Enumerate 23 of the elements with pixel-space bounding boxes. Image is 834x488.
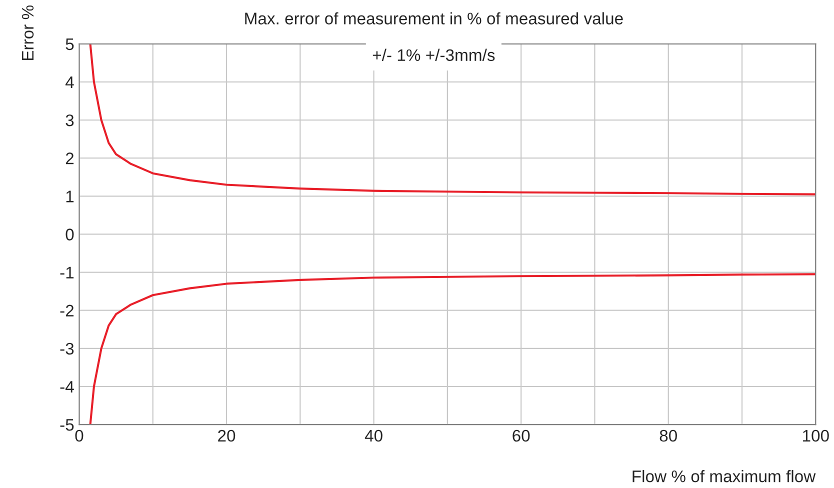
x-tick-label: 60 (512, 430, 530, 442)
line-series (89, 44, 816, 196)
y-tick-label: -5 (60, 419, 74, 431)
y-axis-title: Error % (22, 5, 34, 60)
y-tick-label: 3 (66, 114, 74, 126)
y-tick-label: -2 (60, 304, 74, 316)
x-tick-label: 40 (364, 430, 382, 442)
x-axis-title: Flow % of maximum flow (632, 470, 816, 482)
y-tick-label: 5 (66, 38, 74, 50)
x-tick-label: 80 (660, 430, 677, 442)
y-tick-label: 4 (65, 76, 74, 88)
y-tick-label: -1 (60, 266, 74, 278)
y-tick-label: -3 (60, 342, 74, 355)
x-tick-label: 20 (218, 430, 236, 442)
y-tick-label: 2 (66, 152, 74, 164)
line-series (89, 273, 816, 425)
chart-title: Max. error of measurement in % of measured value (245, 12, 623, 24)
y-tick-label: -4 (60, 381, 74, 393)
x-tick-label: 100 (803, 430, 829, 442)
x-tick-label: 0 (75, 430, 84, 442)
y-tick-label: 0 (66, 228, 74, 240)
chart-subtitle: +/- 1% +/-3mm/s (372, 48, 495, 62)
y-tick-label: 1 (66, 190, 74, 202)
